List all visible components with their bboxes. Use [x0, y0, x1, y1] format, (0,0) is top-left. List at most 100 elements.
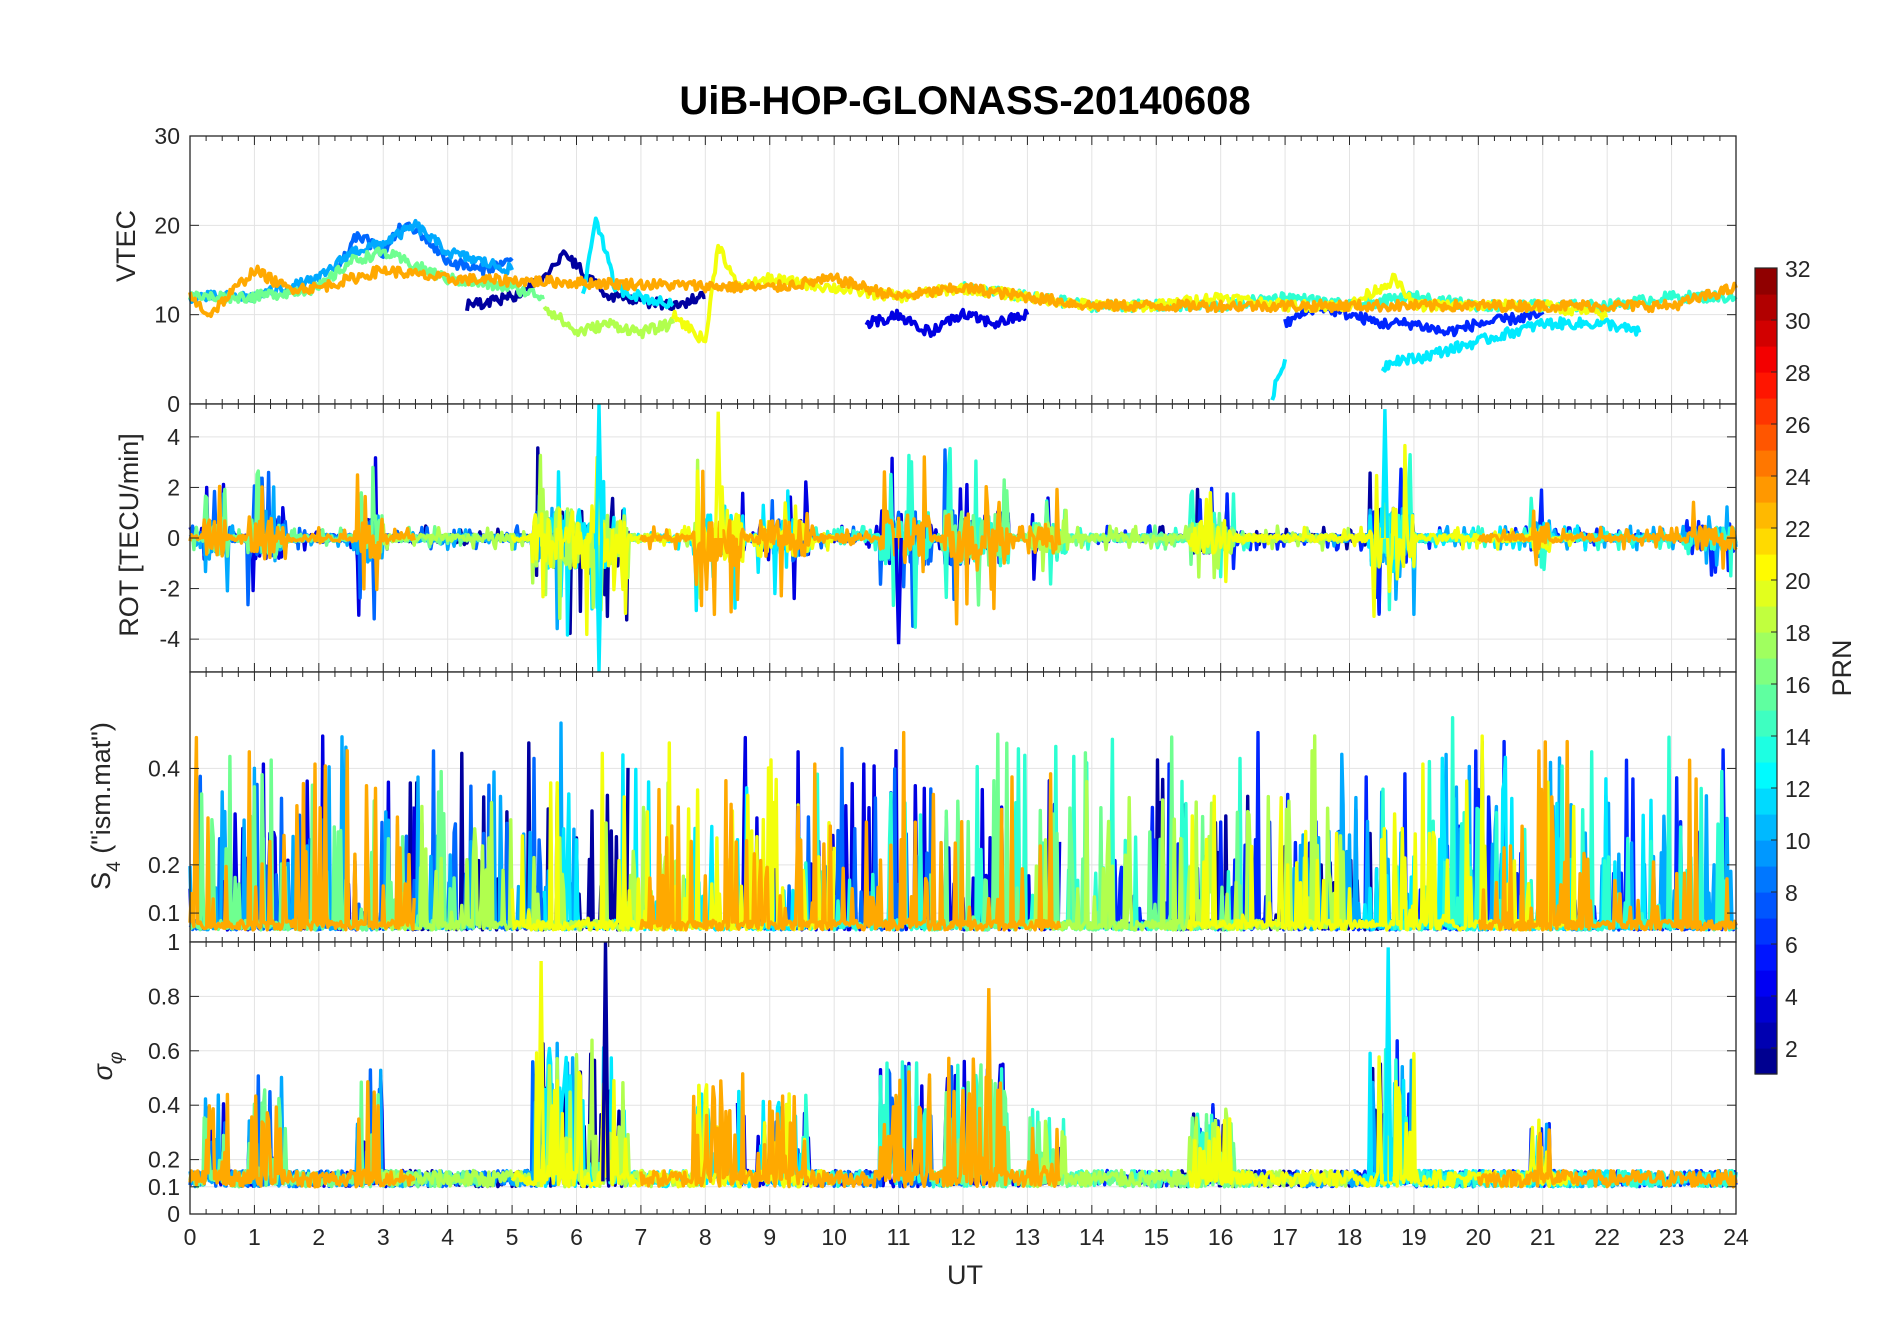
x-tick-label: 1 — [248, 1224, 261, 1250]
colorbar-segment — [1755, 320, 1777, 347]
peak-spike — [536, 960, 546, 1182]
series-line — [1477, 739, 1738, 932]
colorbar-segment — [1755, 684, 1777, 711]
colorbar-segment — [1755, 346, 1777, 373]
colorbar-tick-label: 24 — [1785, 464, 1811, 490]
peak-spike — [894, 537, 903, 645]
y-tick-label: 0 — [167, 525, 180, 551]
x-tick-label: 12 — [950, 1224, 976, 1250]
y-tick-label: 0.2 — [148, 852, 180, 878]
series-line — [188, 473, 416, 592]
vtec-series-line — [542, 305, 675, 340]
series-layer — [188, 716, 1738, 932]
x-tick-label: 24 — [1723, 1224, 1749, 1250]
x-tick-label: 9 — [763, 1224, 776, 1250]
vtec-panel: 0 10 20 30 — [154, 123, 1738, 417]
colorbar-tick-label: 32 — [1785, 256, 1811, 282]
colorbar-segment — [1755, 528, 1777, 555]
colorbar-segment — [1755, 398, 1777, 425]
series-line — [1476, 500, 1738, 570]
colorbar-segment — [1755, 294, 1777, 321]
colorbar-segment — [1755, 840, 1777, 867]
x-tick-label: 18 — [1337, 1224, 1363, 1250]
x-tick-label: 17 — [1272, 1224, 1298, 1250]
x-tick-label: 7 — [635, 1224, 648, 1250]
y-tick-label: 0.6 — [148, 1038, 180, 1064]
y-tick-label: 10 — [154, 302, 180, 328]
series-layer — [188, 403, 1738, 673]
y-tick-label: 0.8 — [148, 983, 180, 1009]
colorbar-tick-label: 20 — [1785, 568, 1811, 594]
axes-frame: 0.1 0.2 0.4 — [148, 671, 1737, 943]
colorbar-tick-label: 2 — [1785, 1036, 1798, 1062]
y-tick-label: 0 — [167, 391, 180, 417]
x-tick-label: 8 — [699, 1224, 712, 1250]
colorbar-segment — [1755, 1022, 1777, 1049]
x-tick-label: 20 — [1466, 1224, 1492, 1250]
colorbar-tick-label: 28 — [1785, 360, 1811, 386]
colorbar-segment — [1755, 606, 1777, 633]
colorbar-segment — [1755, 762, 1777, 789]
colorbar-segment — [1755, 502, 1777, 529]
colorbar-segment — [1755, 996, 1777, 1023]
colorbar-tick-label: 22 — [1785, 516, 1811, 542]
x-tick-label: 16 — [1208, 1224, 1234, 1250]
colorbar-segment — [1755, 944, 1777, 971]
vtec-series-line — [188, 264, 1738, 318]
x-axis-label: UT — [947, 1260, 983, 1290]
colorbar-segment — [1755, 580, 1777, 607]
x-tick-label: 11 — [887, 1224, 911, 1250]
x-tick-label: 14 — [1079, 1224, 1105, 1250]
colorbar-segment — [1755, 268, 1777, 295]
colorbar-segment — [1755, 632, 1777, 659]
x-tick-label: 21 — [1530, 1224, 1556, 1250]
colorbar-tick-label: 26 — [1785, 412, 1811, 438]
series-line — [188, 735, 416, 932]
colorbar-tick-label: 10 — [1785, 828, 1811, 854]
colorbar-segment — [1755, 450, 1777, 477]
y-tick-label: 0.4 — [148, 755, 180, 781]
chart-title: UiB-HOP-GLONASS-20140608 — [679, 79, 1250, 123]
colorbar-tick-label: 4 — [1785, 984, 1798, 1010]
colorbar-frame — [1754, 267, 1778, 1075]
colorbar-tick-label: 6 — [1785, 932, 1798, 958]
peak-spike — [713, 411, 723, 539]
colorbar-segment — [1755, 372, 1777, 399]
colorbar-tick-label: 12 — [1785, 776, 1811, 802]
x-tick-label: 3 — [377, 1224, 390, 1250]
series-line — [188, 1080, 416, 1189]
series-line — [639, 730, 1062, 932]
y-tick-label: -2 — [160, 576, 180, 602]
colorbar-tick-label: 18 — [1785, 620, 1811, 646]
colorbar-segment — [1755, 866, 1777, 893]
y-tick-label: 30 — [154, 123, 180, 149]
x-tick-label: 19 — [1401, 1224, 1427, 1250]
s4-panel: 0.1 0.2 0.4 — [148, 671, 1738, 943]
rot-panel: -4 -2 0 2 4 — [160, 403, 1738, 673]
vtec-series-line — [864, 307, 1030, 338]
colorbar-segment — [1755, 710, 1777, 737]
x-tick-label: 4 — [441, 1224, 454, 1250]
colorbar-segment — [1755, 814, 1777, 841]
colorbar-tick-label: 16 — [1785, 672, 1811, 698]
colorbar-segment — [1755, 736, 1777, 763]
colorbar-label: PRN — [1827, 639, 1857, 696]
y-tick-label: 2 — [167, 474, 180, 500]
x-tick-label: 22 — [1594, 1224, 1620, 1250]
y-tick-label: 0.4 — [148, 1092, 180, 1118]
colorbar-segment — [1755, 476, 1777, 503]
colorbar-tick-label: 30 — [1785, 308, 1811, 334]
x-tick-label: 0 — [184, 1224, 197, 1250]
vtec-series-line — [1380, 316, 1642, 373]
x-tick-label: 2 — [312, 1224, 325, 1250]
axes-frame: 00.10.20.40.60.810 1 2 3 4 5 6 7 8 9 10 11 12 13 14 15 1… — [148, 929, 1749, 1250]
colorbar-segment — [1755, 424, 1777, 451]
colorbar-segment — [1755, 658, 1777, 685]
y-tick-label: 0.1 — [148, 1174, 180, 1200]
x-tick-label: 6 — [570, 1224, 583, 1250]
vtec-axis-label: VTEC — [111, 210, 141, 282]
rot-axis-label: ROT [TECU/min] — [114, 433, 144, 637]
x-tick-label: 13 — [1015, 1224, 1041, 1250]
